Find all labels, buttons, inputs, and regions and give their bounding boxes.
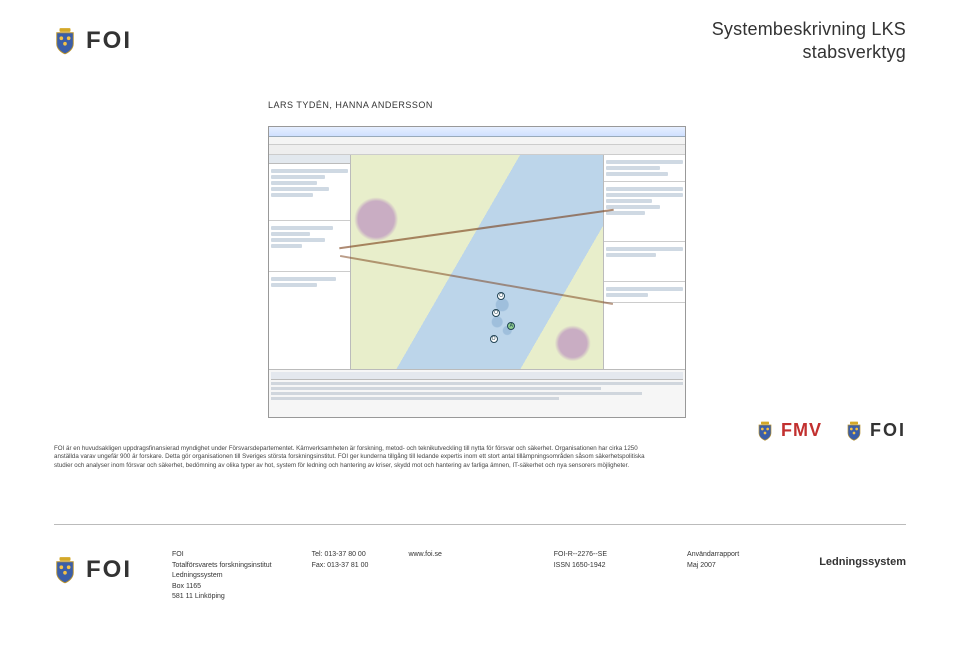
- body-paragraph: FOI är en huvudsakligen uppdragsfinansie…: [54, 445, 660, 470]
- crest-icon: [54, 27, 76, 55]
- divider: [54, 524, 906, 525]
- crest-icon: [757, 421, 773, 441]
- foi-partner-logo: FOI: [846, 420, 906, 441]
- screenshot-map: OOAO: [351, 155, 603, 369]
- screenshot-right-panel: [603, 155, 685, 369]
- header-logo: FOI: [54, 18, 132, 63]
- body-text: FOI är en huvudsakligen uppdragsfinansie…: [54, 445, 660, 473]
- footer-org-l4: Box 1165: [172, 582, 272, 593]
- header-logo-text: FOI: [86, 27, 132, 55]
- footer-date: Maj 2007: [687, 561, 739, 572]
- footer-org: FOI Totalförsvarets forskningsinstitut L…: [172, 550, 272, 603]
- footer-web: www.foi.se: [408, 550, 441, 561]
- footer-org-l3: Ledningssystem: [172, 571, 272, 582]
- footer-logo: FOI: [54, 556, 132, 584]
- footer-fax: Fax: 013-37 81 00: [312, 561, 369, 572]
- footer-org-l5: 581 11 Linköping: [172, 592, 272, 603]
- screenshot-left-panel: [269, 155, 351, 369]
- footer-division: Ledningssystem: [819, 556, 906, 571]
- footer-web-url: www.foi.se: [408, 550, 441, 561]
- app-screenshot: OOAO: [268, 126, 686, 418]
- screenshot-titlebar: [269, 127, 685, 137]
- crest-icon: [54, 556, 76, 584]
- screenshot-menubar: [269, 137, 685, 145]
- footer-report: FOI-R--2276--SE ISSN 1650-1942: [554, 550, 607, 571]
- footer-org-l2: Totalförsvarets forskningsinstitut: [172, 561, 272, 572]
- fmv-text: FMV: [781, 420, 822, 441]
- fmv-logo: FMV: [757, 420, 822, 441]
- footer-logo-text: FOI: [86, 556, 132, 584]
- footer-tel: Tel: 013-37 80 00: [312, 550, 369, 561]
- screenshot-toolbar: [269, 145, 685, 155]
- footer-org-l1: FOI: [172, 550, 272, 561]
- title-line-1: Systembeskrivning LKS: [712, 18, 906, 41]
- screenshot-bottom-panel: [269, 369, 685, 417]
- foi-partner-text: FOI: [870, 420, 906, 441]
- footer-meta: Användarrapport Maj 2007: [687, 550, 739, 571]
- title-line-2: stabsverktyg: [712, 41, 906, 64]
- footer-contact: Tel: 013-37 80 00 Fax: 013-37 81 00: [312, 550, 369, 571]
- map-marker: O: [490, 335, 498, 343]
- crest-icon: [846, 421, 862, 441]
- footer-report-id: FOI-R--2276--SE: [554, 550, 607, 561]
- footer-report-type: Användarrapport: [687, 550, 739, 561]
- authors: LARS TYDÉN, HANNA ANDERSSON: [268, 100, 433, 110]
- footer-issn: ISSN 1650-1942: [554, 561, 607, 572]
- document-title: Systembeskrivning LKS stabsverktyg: [712, 18, 906, 63]
- partner-logos: FMV FOI: [757, 420, 906, 441]
